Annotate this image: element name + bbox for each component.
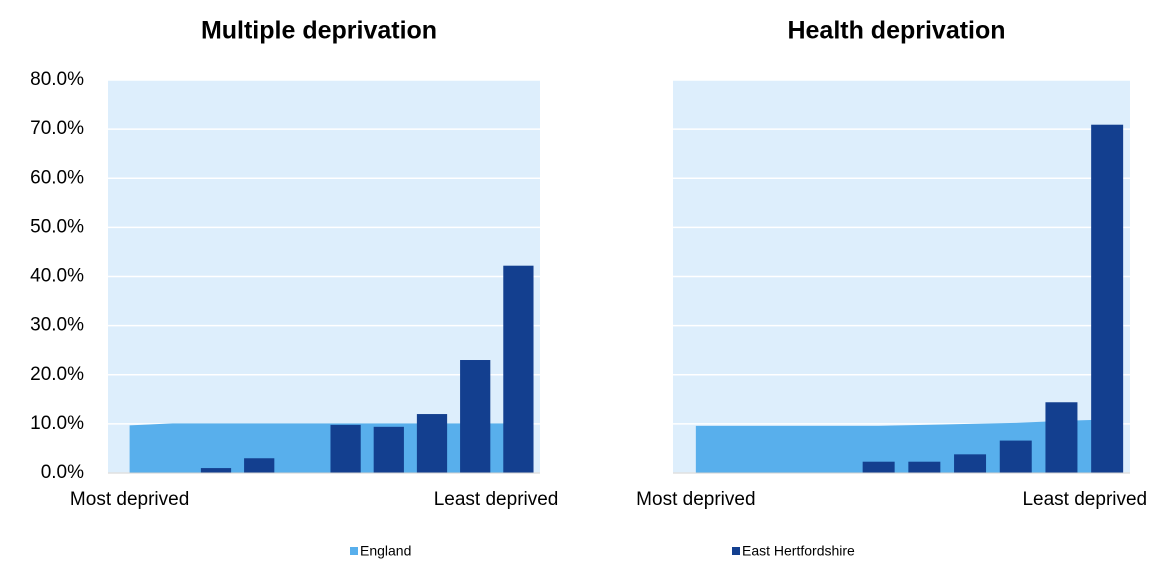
y-tick-label: 80.0% [30, 69, 84, 90]
bar [416, 414, 448, 473]
legend-label: England [360, 543, 411, 559]
y-tick-label: 40.0% [30, 266, 84, 287]
x-tick-label: Most deprived [636, 489, 755, 510]
bar [954, 454, 987, 473]
legend-swatch [732, 547, 740, 555]
bar [1091, 124, 1124, 474]
bar [999, 440, 1032, 473]
bar [330, 424, 361, 473]
x-tick-label: Most deprived [70, 489, 189, 510]
bar [460, 360, 491, 473]
bar [503, 265, 534, 473]
bar [200, 468, 232, 473]
bar [908, 461, 941, 473]
y-tick-label: 0.0% [41, 462, 84, 483]
legend-label: East Hertfordshire [742, 543, 855, 559]
y-tick-label: 60.0% [30, 167, 84, 188]
x-tick-label: Least deprived [434, 489, 559, 510]
y-tick-label: 30.0% [30, 315, 84, 336]
bar [1045, 402, 1078, 473]
y-tick-label: 50.0% [30, 216, 84, 237]
y-tick-label: 70.0% [30, 118, 84, 139]
bar [373, 426, 404, 473]
x-tick-label: Least deprived [1022, 489, 1147, 510]
y-tick-label: 20.0% [30, 364, 84, 385]
y-tick-label: 10.0% [30, 413, 84, 434]
chart-title: Multiple deprivation [201, 17, 437, 45]
chart-title: Health deprivation [787, 17, 1005, 45]
bar [244, 458, 275, 473]
bar [862, 461, 895, 473]
legend-swatch [350, 547, 358, 555]
